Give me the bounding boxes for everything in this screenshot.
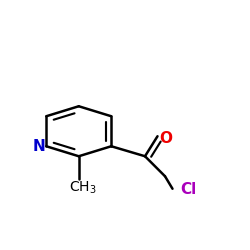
Text: O: O: [159, 131, 172, 146]
Text: CH$_3$: CH$_3$: [69, 180, 96, 196]
Text: Cl: Cl: [180, 182, 197, 198]
Text: N: N: [33, 139, 46, 154]
